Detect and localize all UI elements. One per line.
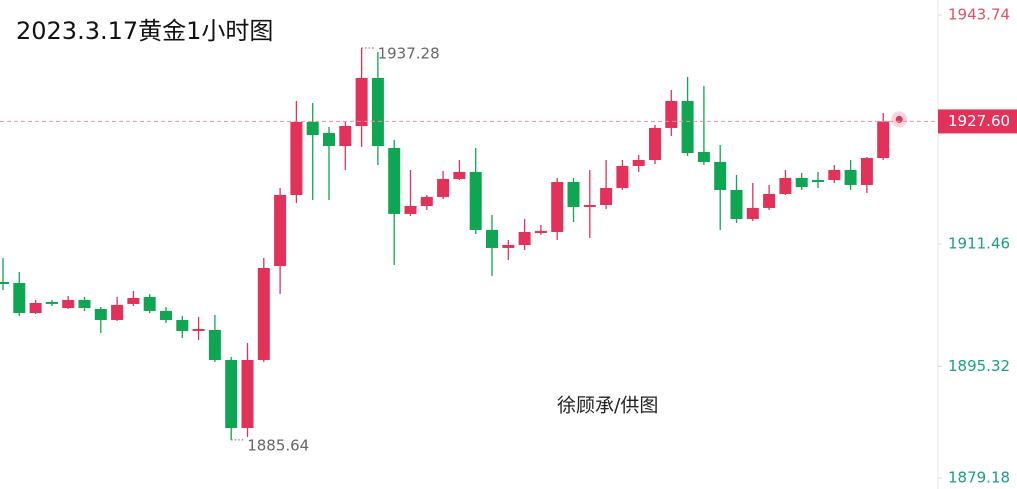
candle-body <box>192 329 205 331</box>
candle-body <box>127 297 140 304</box>
candle-body <box>94 308 107 320</box>
candle-body <box>176 319 189 331</box>
candle-body <box>632 159 645 166</box>
candle-body <box>323 132 335 147</box>
candle-body <box>583 204 596 207</box>
candle-body <box>257 267 270 360</box>
candle-body <box>437 178 450 197</box>
candle-body <box>518 232 531 245</box>
candle-body <box>143 296 156 311</box>
watermark: 徐顾承/供图 <box>557 395 658 417</box>
candle-body <box>551 181 564 233</box>
candle-body <box>828 170 841 181</box>
candle-body <box>241 359 254 428</box>
candle-body <box>274 194 287 267</box>
candle-body <box>290 121 303 195</box>
candle-body <box>62 299 75 308</box>
candle-body <box>355 78 368 126</box>
candle-body <box>665 101 678 128</box>
candle-body <box>763 193 776 208</box>
candle-body <box>681 101 694 154</box>
candle-body <box>208 329 221 360</box>
candle-body <box>29 302 42 313</box>
candle-body <box>844 170 857 185</box>
candle-body <box>371 78 384 147</box>
candle-body <box>404 205 417 214</box>
candle-body <box>697 152 710 162</box>
y-tick-label: 1943.74 <box>948 6 1010 24</box>
candle-body <box>746 207 759 219</box>
candle-body <box>78 299 91 308</box>
candle-body <box>534 230 547 234</box>
y-tick-label: 1895.32 <box>948 357 1010 375</box>
candle-body <box>812 180 824 182</box>
candle-body <box>860 158 873 185</box>
candle-body <box>339 125 352 147</box>
annotation-label: 1937.28 <box>378 44 440 62</box>
candle-body <box>779 177 792 194</box>
candle-body <box>567 181 580 207</box>
chart-title: 2023.3.17黄金1小时图 <box>16 17 273 45</box>
candle-body <box>730 189 743 219</box>
candle-body <box>0 281 9 285</box>
candle-body <box>45 301 58 304</box>
candle-body <box>502 244 515 248</box>
candle-body <box>714 161 727 190</box>
candle-body <box>469 171 482 230</box>
candle-body <box>453 171 466 179</box>
candle-body <box>420 196 433 206</box>
candle-body <box>877 121 890 159</box>
current-price-tag <box>938 109 1017 134</box>
current-price-label: 1927.60 <box>948 112 1010 130</box>
candle-body <box>111 304 124 320</box>
candle-body <box>616 165 629 188</box>
candle-body <box>160 310 172 320</box>
candle-body <box>795 177 808 188</box>
candle-body <box>306 121 319 136</box>
candle-body <box>649 127 661 160</box>
candle-body <box>225 359 238 428</box>
candle-body <box>486 229 498 248</box>
candle-body <box>13 283 26 313</box>
candle-body <box>388 147 401 214</box>
plot-area <box>0 47 908 441</box>
annotation-label: 1885.64 <box>247 436 309 454</box>
y-tick-label: 1879.18 <box>948 469 1010 487</box>
y-tick-label: 1911.46 <box>948 234 1010 252</box>
candle-body <box>600 187 613 205</box>
